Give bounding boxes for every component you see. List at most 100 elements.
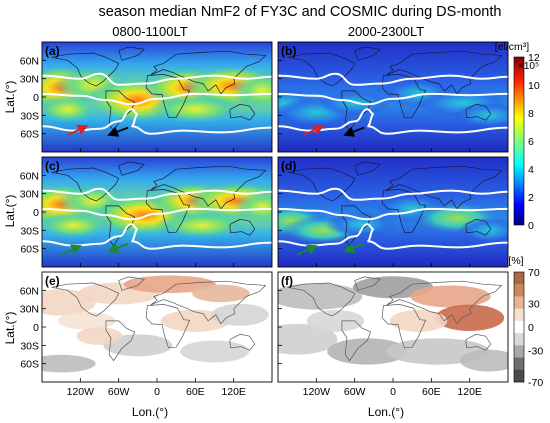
panel-label: (e) [45,274,60,288]
map-panel-f: (f) 120W 60W 0 60E 120E [277,271,509,398]
contour-line [278,187,508,201]
colorbar-density-tick: 10 [528,80,540,92]
figure-title: season median NmF2 of FY3C and COSMIC du… [99,4,502,20]
x-tick-label: 120E [457,386,482,398]
colorbar-difference-tick: -70 [528,377,543,389]
colorbar-density-tick: 8 [528,108,534,120]
heatmap-cell [306,309,365,332]
y-tick-label: 30N [20,304,39,316]
contour-line [42,207,272,221]
y-axis-label-a: Lat.(°) [3,81,17,114]
colorbar-difference-bin [514,357,524,371]
heatmap-cell [278,283,363,310]
annotation-arrow [107,242,129,254]
x-tick-label: 0 [154,386,160,398]
contour-line [42,223,272,250]
colorbar-density-scale: ×10⁵ [518,61,539,72]
heatmap-cell [57,312,116,330]
y-tick-label: 0 [33,207,39,219]
heatmap-cell [435,304,505,332]
ylabels: Lat.(°) Lat.(°) Lat.(°) [3,81,17,345]
colorbar-density-tick: 6 [528,136,534,148]
x-tick-label: 60W [108,386,130,398]
heatmap-cell [149,94,242,124]
y-tick-label: 0 [33,92,39,104]
x-tick-label: 0 [390,386,396,398]
colorbar-difference-bin [514,308,524,322]
column-title-morning: 0800-1100LT [112,24,187,39]
heatmap-cell [231,72,272,110]
panel-label: (c) [45,159,60,173]
contour-line [278,207,508,221]
annotation-arrow [343,126,365,137]
contour-line [278,72,508,86]
x-tick-label: 120E [221,386,246,398]
colorbar-difference-tick: -30 [528,346,543,358]
y-tick-label: 60N [20,285,39,297]
coastline [51,276,267,362]
colorbar-difference-bin [514,320,524,334]
heatmap-cell [211,303,269,326]
y-tick-label: 60N [20,55,39,67]
colorbar-difference-bin [514,296,524,309]
y-tick-label: 30S [20,225,39,237]
colorbar-difference-tick: 0 [528,322,534,334]
colorbar-density-label: [el/cm³] [495,41,530,53]
annotation-arrow [343,242,365,254]
y-tick-label: 60S [20,129,39,141]
y-tick-label: 0 [33,322,39,334]
heatmap-cell [123,275,216,294]
heatmap-cell [42,211,110,239]
colorbar-difference-tick: 30 [528,298,540,310]
y-tick-label: 60N [20,170,39,182]
map-panel-d: (d) [277,156,509,268]
contour-line [278,223,508,250]
x-axis-label-right: Lon.(°) [368,405,404,419]
heatmap-cell [389,309,448,332]
heatmap-cell [155,211,248,239]
heatmap-cell [458,217,508,243]
colorbar-difference [513,271,525,383]
colorbar-difference-label: [%] [508,255,523,267]
map-panel-a: (a) 60N 30N 0 30S 60S [20,41,273,153]
panel-label: (b) [281,44,296,58]
x-tick-label: 60W [344,386,366,398]
heatmap-cell [278,323,338,355]
panel-label: (d) [281,159,296,173]
annotation-arrow [67,124,89,136]
contour-line [42,72,272,86]
x-tick-label: 120W [303,386,331,398]
colorbar-density [513,56,525,226]
colorbar-difference-bin [514,272,524,285]
colorbar-density-tick: 0 [528,220,534,232]
column-title-night: 2000-2300LT [348,24,424,39]
colorbar-difference-bin [514,369,524,383]
colorbar-difference-bin [514,345,524,358]
x-tick-label: 120W [67,386,95,398]
contour-line [278,108,508,135]
coastline [287,276,503,362]
contour-line [42,187,272,201]
y-tick-label: 30S [20,340,39,352]
annotation-arrow [107,126,129,137]
y-axis-label-c: Lat.(°) [3,195,17,228]
y-axis-label-e: Lat.(°) [3,312,17,345]
panel-label: (f) [281,274,293,288]
colorbar-difference-bin [514,284,524,297]
heatmap-cell [460,349,508,372]
colorbar-density-tick: 12 [528,52,540,64]
y-tick-label: 60S [20,359,39,371]
y-tick-label: 60S [20,244,39,256]
map-panel-c: (c) 60N 30N 0 30S 60S [20,156,273,268]
y-tick-label: 30N [20,74,39,86]
annotation-arrow [296,244,319,256]
colorbar-density-tick: 2 [528,192,534,204]
y-tick-label: 30S [20,110,39,122]
x-axis-label-left: Lon.(°) [132,405,168,419]
colorbar-difference-tick: 70 [528,267,540,279]
map-panel-e: (e) 60N 30N 0 30S 60S 120W 60W 0 60E 120E [20,271,273,398]
heatmap-cell [233,190,272,224]
heatmap-cell [192,284,250,303]
heatmap-cell [42,354,96,373]
panel-label: (a) [45,44,60,58]
